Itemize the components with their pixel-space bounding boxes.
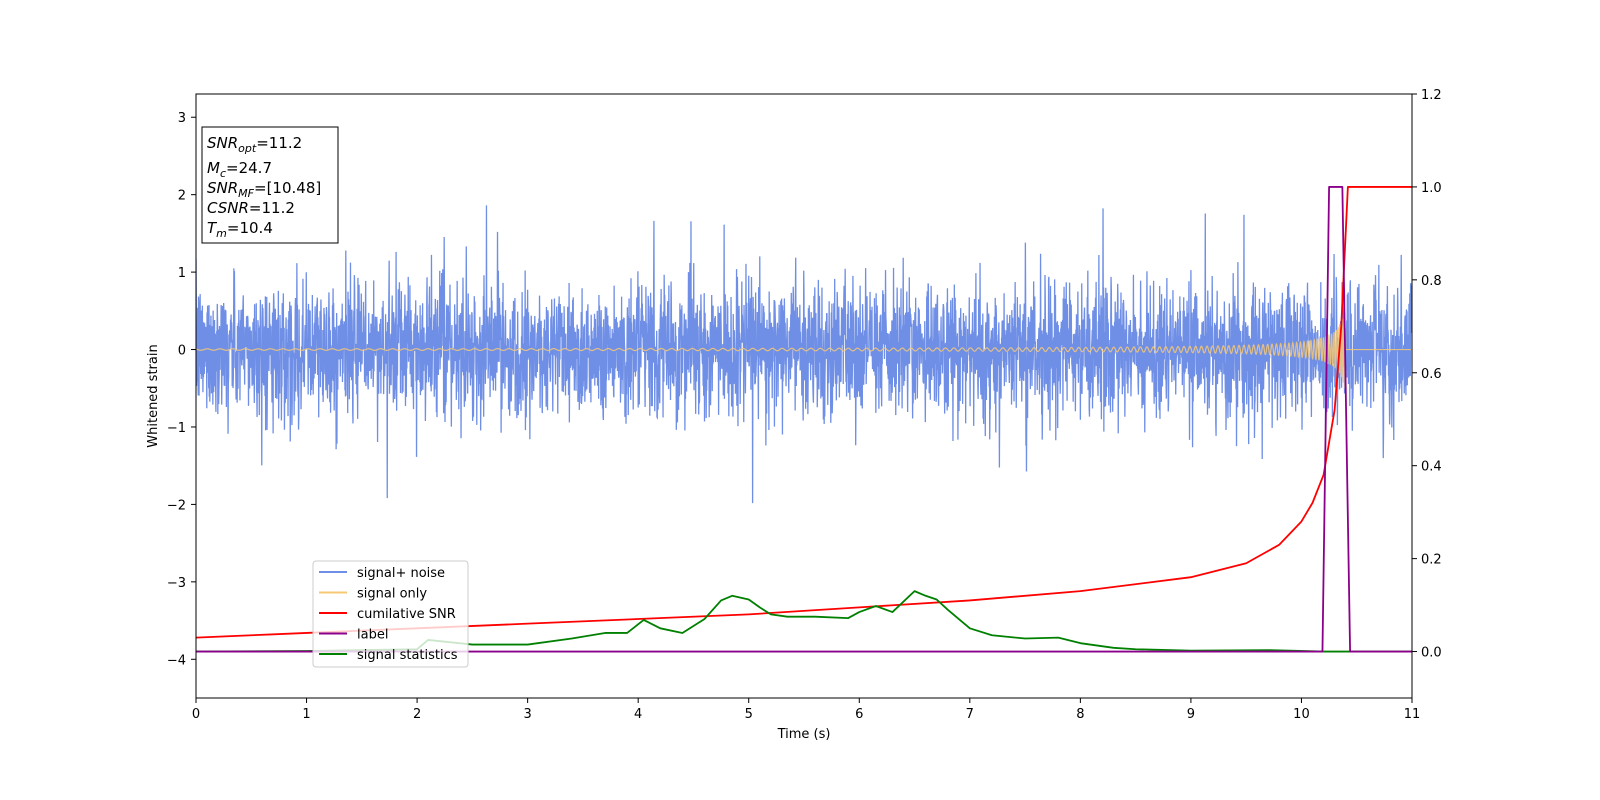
legend-entry-label: label xyxy=(357,628,388,643)
x-tick-label: 8 xyxy=(1076,707,1084,722)
x-tick-label: 11 xyxy=(1404,707,1421,722)
legend-entry-label: signal+ noise xyxy=(357,566,445,581)
y-tick-label: −1 xyxy=(167,421,186,436)
plot-frame xyxy=(195,93,1413,699)
legend-entry-label: cumilative SNR xyxy=(357,607,456,622)
x-tick-label: 3 xyxy=(523,707,531,722)
x-tick-label: 10 xyxy=(1293,707,1310,722)
y-tick-label: −3 xyxy=(167,576,186,591)
y-tick-label: −2 xyxy=(167,498,186,513)
legend-frame xyxy=(312,560,469,668)
axes xyxy=(195,93,1413,699)
legend: signal+ noise signal only cumilative SNR la… xyxy=(312,560,469,668)
x-tick-label: 2 xyxy=(413,707,421,722)
x-tick-label: 9 xyxy=(1187,707,1195,722)
y2-tick-label: 0.4 xyxy=(1421,460,1442,475)
series-cumulative-snr-line xyxy=(196,186,1412,639)
legend-entry-label: signal statistics xyxy=(357,648,458,663)
x-tick-label: 6 xyxy=(855,707,863,722)
x-tick-label: 0 xyxy=(192,707,200,722)
info-line: SNRopt=11.2 xyxy=(207,134,302,155)
info-line: CSNR=11.2 xyxy=(207,199,295,217)
series-signal-statistics-line xyxy=(196,590,1412,653)
info-line: Tm=10.4 xyxy=(207,219,273,240)
y-tick-label: 3 xyxy=(178,111,186,126)
info-box-frame xyxy=(201,126,339,244)
x-tick-label: 4 xyxy=(634,707,642,722)
series-signal-noise-line xyxy=(196,205,1412,504)
y-axis-label: Whitened strain xyxy=(146,344,161,447)
y2-tick-label: 0.8 xyxy=(1421,274,1442,289)
y-tick-label: 2 xyxy=(178,189,186,204)
ticks: 0 1 2 3 4 5 6 7 8 9 10 11 −4 −3 −2 −1 0 1 2 3 0.0 0.2 0.4 0.6 0.… xyxy=(167,88,1442,722)
y2-tick-label: 0.0 xyxy=(1421,646,1442,661)
x-tick-label: 7 xyxy=(966,707,974,722)
y2-tick-label: 1.0 xyxy=(1421,181,1442,196)
series-label-line xyxy=(196,186,1412,653)
y-tick-label: 1 xyxy=(178,266,186,281)
info-annotation-box: SNRopt=11.2 Mc=24.7SNRMF=[10.48]CSNR=11.2… xyxy=(201,126,339,244)
x-tick-label: 1 xyxy=(302,707,310,722)
plot-area xyxy=(196,186,1412,653)
y2-tick-label: 1.2 xyxy=(1421,88,1442,103)
y-tick-label: 0 xyxy=(178,344,186,359)
info-line: SNRMF=[10.48] xyxy=(207,179,321,200)
info-line: Mc=24.7 xyxy=(207,159,272,180)
x-tick-label: 5 xyxy=(745,707,753,722)
series-signal-only-line xyxy=(196,312,1412,389)
x-axis-label: Time (s) xyxy=(777,727,831,742)
y2-tick-label: 0.2 xyxy=(1421,553,1442,568)
legend-entry-label: signal only xyxy=(357,587,427,602)
y2-tick-label: 0.6 xyxy=(1421,367,1442,382)
y-tick-label: −4 xyxy=(167,653,186,668)
